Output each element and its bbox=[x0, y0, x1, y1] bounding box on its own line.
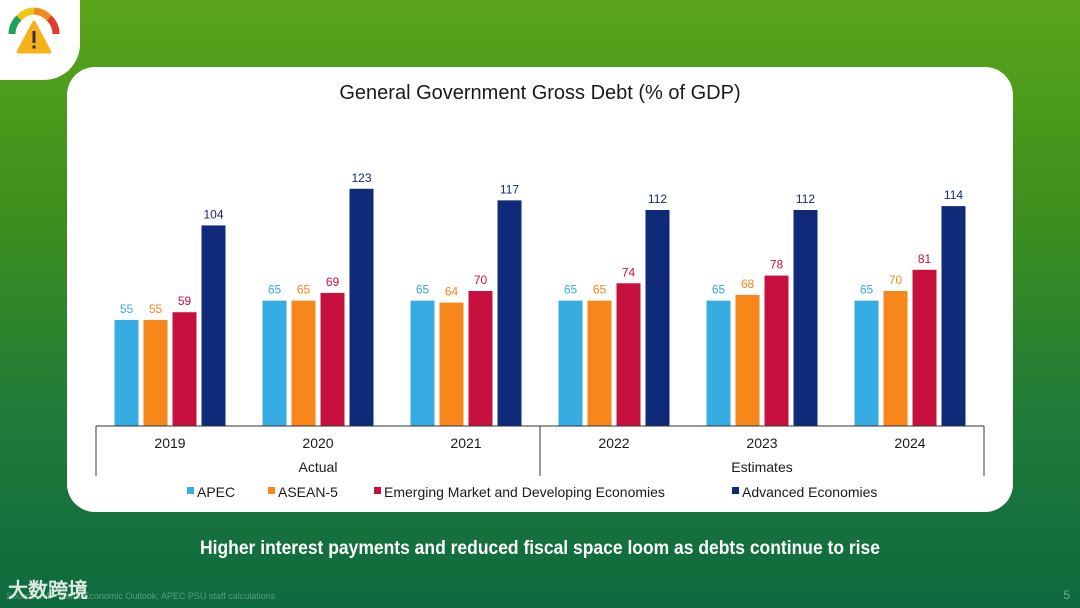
bar-chart: 55 55 59 104 2019 65 65 69 123 2020 65 64 70 117 2021 6… bbox=[95, 171, 985, 500]
bar bbox=[497, 200, 522, 426]
data-label: 114 bbox=[944, 188, 963, 202]
data-label: 70 bbox=[474, 273, 488, 287]
x-tick-label: 2023 bbox=[746, 435, 777, 451]
bar bbox=[793, 210, 818, 426]
legend-swatch bbox=[374, 487, 381, 494]
bar bbox=[616, 283, 641, 426]
data-label: 112 bbox=[796, 192, 815, 206]
bar bbox=[558, 300, 583, 426]
bar bbox=[349, 188, 374, 426]
data-label: 68 bbox=[741, 277, 755, 291]
bar bbox=[410, 300, 435, 426]
data-label: 55 bbox=[149, 302, 163, 316]
data-label: 117 bbox=[500, 182, 519, 196]
bar bbox=[320, 292, 345, 426]
bar bbox=[114, 319, 139, 426]
legend-label: ASEAN-5 bbox=[278, 484, 338, 500]
bar bbox=[143, 319, 168, 426]
bar bbox=[645, 210, 670, 426]
data-label: 65 bbox=[268, 283, 282, 297]
data-label: 65 bbox=[416, 283, 430, 297]
source-note: Source: IMF World Economic Outlook; APEC… bbox=[6, 591, 276, 601]
data-label: 59 bbox=[178, 294, 192, 308]
legend-swatch bbox=[732, 487, 739, 494]
legend-label: APEC bbox=[197, 484, 235, 500]
data-label: 65 bbox=[593, 283, 607, 297]
data-label: 65 bbox=[712, 283, 726, 297]
bar bbox=[912, 269, 937, 426]
x-tick-label: 2024 bbox=[894, 435, 925, 451]
data-label: 78 bbox=[770, 258, 784, 272]
bar bbox=[706, 300, 731, 426]
bar bbox=[172, 312, 197, 426]
legend-label: Advanced Economies bbox=[742, 484, 877, 500]
bar bbox=[883, 291, 908, 426]
x-tick-label: 2019 bbox=[154, 435, 185, 451]
data-label: 112 bbox=[648, 192, 667, 206]
chart-title: General Government Gross Debt (% of GDP) bbox=[339, 82, 741, 104]
x-tick-label: 2021 bbox=[450, 435, 481, 451]
bar bbox=[764, 275, 789, 426]
bar bbox=[854, 300, 879, 426]
data-label: 74 bbox=[622, 265, 636, 279]
bar bbox=[941, 206, 966, 426]
data-label: 104 bbox=[203, 207, 223, 221]
headline: Higher interest payments and reduced fis… bbox=[200, 538, 880, 559]
data-label: 81 bbox=[918, 252, 932, 266]
bar bbox=[262, 300, 287, 426]
legend-label: Emerging Market and Developing Economies bbox=[384, 484, 665, 500]
bar bbox=[201, 225, 226, 426]
logo-badge bbox=[0, 0, 80, 80]
group-label: Actual bbox=[299, 459, 338, 475]
legend-swatch bbox=[268, 487, 275, 494]
data-label: 69 bbox=[326, 275, 340, 289]
bar bbox=[587, 300, 612, 426]
x-tick-label: 2020 bbox=[302, 435, 333, 451]
data-label: 64 bbox=[445, 285, 459, 299]
data-label: 55 bbox=[120, 302, 134, 316]
legend-swatch bbox=[187, 487, 194, 494]
watermark: 大数跨境 bbox=[8, 580, 88, 602]
data-label: 70 bbox=[889, 273, 903, 287]
bar bbox=[291, 300, 316, 426]
bar bbox=[468, 291, 493, 426]
bar bbox=[439, 302, 464, 426]
data-label: 65 bbox=[564, 283, 578, 297]
group-label: Estimates bbox=[731, 459, 792, 475]
data-label: 123 bbox=[351, 171, 371, 185]
page-number: 5 bbox=[1063, 588, 1070, 602]
data-label: 65 bbox=[297, 283, 311, 297]
gauge-warning-icon bbox=[8, 7, 60, 54]
data-label: 65 bbox=[860, 283, 874, 297]
x-tick-label: 2022 bbox=[598, 435, 629, 451]
bar bbox=[735, 294, 760, 426]
